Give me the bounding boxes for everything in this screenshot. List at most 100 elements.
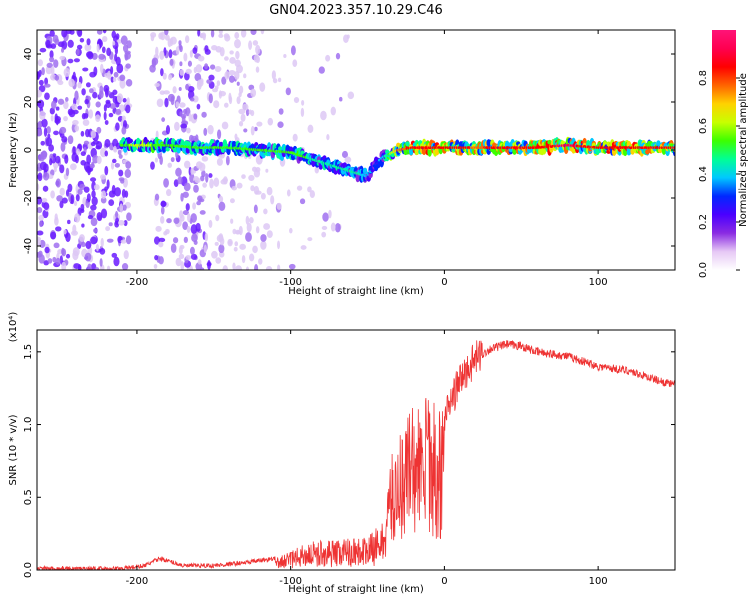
y-tick-label: 0.5 [23,489,34,505]
noise-speckle [158,32,164,40]
noise-speckle [229,50,234,55]
noise-speckle [185,255,192,260]
noise-speckle [193,184,199,193]
noise-speckle [252,245,258,254]
noise-speckle [71,152,78,163]
noise-speckle [277,121,284,128]
noise-speckle [42,171,50,181]
noise-speckle [41,67,45,76]
noise-speckle [248,174,255,181]
noise-speckle [254,263,259,270]
noise-speckle [102,30,107,34]
noise-speckle [99,85,104,95]
noise-speckle [266,186,273,196]
noise-speckle [65,96,69,102]
ridge-cell [128,138,133,144]
noise-speckle [215,214,220,222]
noise-speckle [160,206,165,215]
noise-speckle [186,225,191,233]
noise-speckle [158,256,164,265]
noise-speckle [113,71,119,78]
noise-speckle [309,190,315,199]
noise-speckle [160,201,167,207]
noise-speckle [228,75,235,83]
noise-speckle [50,115,54,122]
noise-speckle [61,261,67,270]
noise-speckle [110,76,114,83]
noise-speckle [277,264,281,270]
noise-speckle [101,46,106,54]
noise-speckle [151,57,159,66]
snr-scale-note: (x10⁴) [8,312,19,343]
noise-speckle [347,91,355,100]
noise-speckle [234,241,239,247]
noise-speckle [67,183,73,193]
noise-speckle [50,231,57,240]
noise-speckle [185,203,190,211]
noise-speckle [285,87,291,96]
noise-speckle [196,103,201,110]
noise-speckle [94,267,100,270]
noise-speckle [121,126,127,135]
noise-speckle [235,265,243,270]
colorbar-tick-label: 0.6 [698,118,709,134]
noise-speckle [162,72,167,80]
noise-speckle [300,107,305,118]
noise-speckle [47,133,51,139]
noise-speckle [67,219,71,225]
noise-speckle [197,195,203,202]
noise-speckle [37,172,43,182]
noise-speckle [178,86,182,92]
noise-speckle [243,73,247,79]
noise-speckle [222,265,229,270]
noise-speckle [70,194,75,205]
noise-speckle [59,255,63,265]
noise-speckle [213,100,220,109]
noise-speckle [188,112,192,122]
noise-speckle [37,230,44,236]
noise-speckle [79,38,85,43]
noise-speckle [300,245,307,250]
noise-speckle [112,89,118,95]
noise-speckle [250,110,255,117]
noise-speckle [195,64,203,73]
noise-speckle [155,46,159,57]
noise-speckle [218,201,226,211]
noise-speckle [214,65,222,72]
noise-speckle [99,247,106,255]
noise-speckle [343,34,349,43]
noise-speckle [61,247,65,256]
noise-speckle [173,217,180,225]
noise-speckle [196,200,201,206]
noise-speckle [223,102,229,108]
x-tick-label: 100 [589,576,608,587]
noise-speckle [37,59,43,67]
noise-speckle [63,67,71,77]
noise-speckle [173,179,179,187]
noise-speckle [77,81,82,89]
noise-speckle [211,250,218,259]
noise-speckle [126,212,132,222]
noise-speckle [159,50,165,60]
noise-speckle [167,93,175,102]
noise-speckle [169,58,174,66]
noise-speckle [290,45,296,56]
y-tick-label: -40 [23,238,34,254]
noise-speckle [50,65,55,76]
noise-speckle [270,195,275,205]
ridge-cell [427,147,432,157]
noise-speckle [164,34,170,41]
noise-speckle [159,90,165,95]
noise-speckle [118,154,123,159]
noise-speckle [77,30,83,38]
noise-speckle [43,83,51,88]
noise-speckle [86,38,91,46]
noise-speckle [59,164,65,174]
noise-speckle [110,65,114,75]
noise-speckle [60,47,65,53]
noise-speckle [250,88,257,98]
noise-speckle [292,133,298,142]
noise-speckle [37,121,43,129]
noise-speckle [179,102,186,108]
noise-speckle [118,169,124,177]
